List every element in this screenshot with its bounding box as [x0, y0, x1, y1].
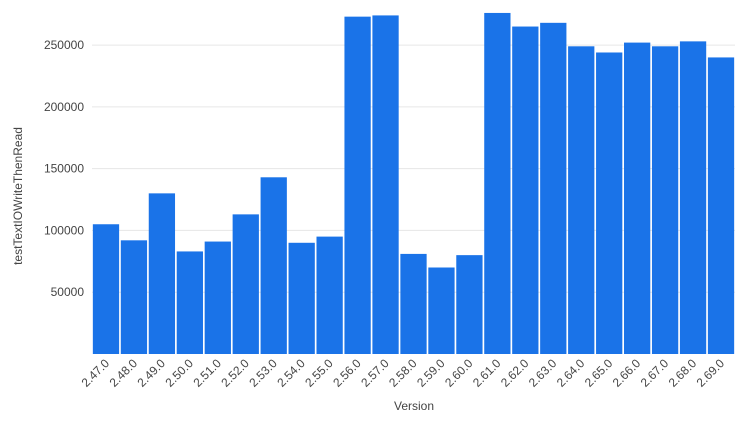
bar	[679, 41, 707, 354]
x-tick-label: 2.62.0	[498, 356, 532, 390]
bar	[120, 240, 148, 354]
x-tick-label: 2.47.0	[79, 356, 113, 390]
x-tick-label: 2.69.0	[694, 356, 728, 390]
bar	[232, 214, 259, 354]
bar	[540, 22, 567, 354]
bar	[204, 241, 231, 354]
x-tick-label: 2.48.0	[107, 356, 141, 390]
x-axis-title: Version	[394, 399, 434, 413]
x-tick-label: 2.68.0	[666, 356, 700, 390]
x-tick-label: 2.54.0	[274, 356, 308, 390]
bar	[372, 15, 399, 355]
bar	[260, 177, 287, 354]
x-tick-label: 2.65.0	[582, 356, 616, 390]
y-tick-label: 250000	[44, 38, 84, 52]
x-tick-label: 2.50.0	[162, 356, 196, 390]
bar	[484, 12, 511, 354]
x-tick-label: 2.56.0	[330, 356, 364, 390]
bar	[707, 57, 735, 355]
bar	[624, 42, 651, 354]
x-tick-label: 2.51.0	[190, 356, 224, 390]
y-axis-title: testTextIOWriteThenRead	[11, 127, 25, 265]
bar	[92, 224, 120, 354]
y-tick-label: 50000	[51, 285, 85, 299]
x-tick-label: 2.63.0	[526, 356, 560, 390]
x-tick-label: 2.49.0	[135, 356, 169, 390]
bar	[428, 267, 455, 354]
y-tick-label: 200000	[44, 100, 84, 114]
x-tick-label: 2.66.0	[610, 356, 644, 390]
x-tick-label: 2.55.0	[302, 356, 336, 390]
bar	[512, 26, 539, 355]
bar	[316, 236, 343, 354]
y-tick-label: 100000	[44, 223, 84, 237]
x-tick-label: 2.67.0	[638, 356, 672, 390]
x-tick-label: 2.53.0	[246, 356, 280, 390]
x-tick-label: 2.64.0	[554, 356, 588, 390]
bar	[344, 16, 371, 355]
x-tick-label: 2.61.0	[470, 356, 504, 390]
bar	[456, 255, 483, 354]
y-tick-label: 150000	[44, 162, 84, 176]
bar	[651, 46, 679, 355]
x-tick-label: 2.58.0	[386, 356, 420, 390]
x-tick-label: 2.57.0	[358, 356, 392, 390]
bar	[596, 52, 623, 354]
bar	[288, 242, 315, 354]
bar	[148, 193, 176, 354]
bar	[176, 251, 203, 354]
x-tick-label: 2.52.0	[218, 356, 252, 390]
x-tick-label: 2.60.0	[442, 356, 476, 390]
bar	[568, 46, 595, 355]
bar	[400, 253, 427, 354]
x-tick-label: 2.59.0	[414, 356, 448, 390]
